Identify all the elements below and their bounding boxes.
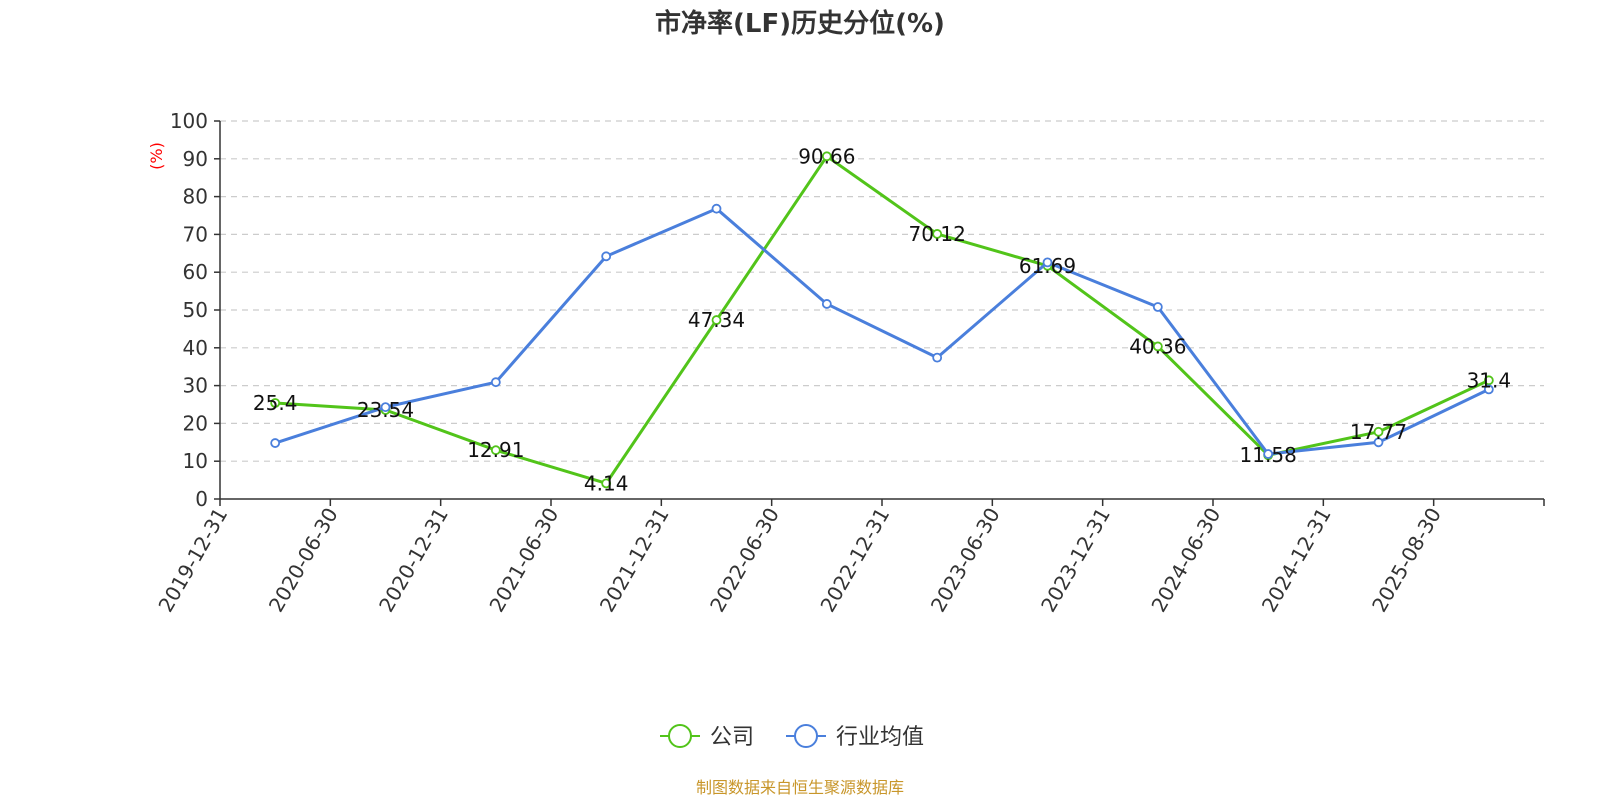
data-point	[932, 352, 943, 363]
data-point	[490, 445, 501, 456]
y-tick-label: 0	[195, 487, 208, 511]
grid-lines	[220, 120, 1544, 462]
y-tick-label: 70	[183, 222, 208, 246]
data-point	[932, 229, 943, 239]
data-point	[821, 151, 832, 162]
data-point	[1483, 384, 1494, 395]
data-point	[1152, 302, 1163, 312]
x-tick-label: 2020-06-30	[264, 504, 343, 617]
data-label: 11.58	[1240, 443, 1297, 467]
data-label: 17.77	[1350, 420, 1407, 444]
x-tick-label: 2024-06-30	[1146, 504, 1225, 617]
legend-label-0: 公司	[710, 725, 754, 750]
data-point	[380, 402, 391, 413]
y-tick-label: 30	[183, 374, 208, 398]
x-tick-label: 2024-12-31	[1257, 504, 1336, 617]
x-tick-label: 2021-12-31	[595, 504, 674, 617]
chart-title: 市净率(LF)历史分位(%)	[655, 8, 945, 39]
y-tick-label: 10	[183, 449, 208, 473]
x-axis-ticks: 2019-12-31 2020-06-30 2020-12-31 2021-06-30…	[153, 499, 1545, 617]
data-point	[1373, 426, 1384, 437]
legend-label-1: 行业均值	[836, 725, 924, 750]
x-tick-label: 2022-12-31	[815, 504, 894, 617]
legend-marker-0	[668, 724, 692, 748]
data-label: 4.14	[584, 471, 629, 495]
data-label: 31.4	[1467, 368, 1512, 392]
y-axis-unit-label: (%)	[147, 142, 166, 170]
y-tick-label: 100	[170, 109, 208, 133]
data-point	[1263, 449, 1274, 459]
source-note: 制图数据来自恒生聚源数据库	[696, 778, 904, 797]
data-point	[601, 478, 612, 489]
data-point	[1373, 437, 1384, 448]
legend[interactable]: 公司 行业均值	[660, 724, 924, 750]
y-tick-label: 80	[183, 185, 208, 209]
x-tick-label: 2023-12-31	[1036, 504, 1115, 617]
data-label: 90.66	[798, 144, 855, 168]
data-point	[490, 377, 501, 388]
data-label: 47.34	[688, 308, 745, 332]
data-labels: 25.4 23.54 12.91 4.14 47.34 90.66 70.12 61.69 40…	[253, 144, 1511, 495]
series-layer	[270, 151, 1494, 489]
x-tick-label: 2019-12-31	[153, 504, 232, 617]
x-tick-label: 2021-06-30	[484, 504, 563, 617]
data-label: 40.36	[1129, 334, 1186, 358]
data-label: 70.12	[909, 222, 966, 246]
data-point	[270, 398, 281, 408]
data-label: 23.54	[357, 398, 414, 422]
y-tick-label: 90	[183, 147, 208, 171]
data-point	[270, 438, 281, 448]
data-point	[711, 315, 722, 325]
y-axis-ticks: 0 10 20 30 40 50 60 70 80 90 100	[170, 109, 220, 511]
y-tick-label: 60	[183, 260, 208, 284]
data-label: 61.69	[1019, 254, 1076, 278]
y-tick-label: 20	[183, 411, 208, 435]
x-tick-label: 2020-12-31	[374, 504, 453, 617]
x-tick-label: 2023-06-30	[926, 504, 1005, 617]
x-tick-label: 2022-06-30	[705, 504, 784, 617]
data-label: 25.4	[253, 391, 298, 415]
y-tick-label: 40	[183, 336, 208, 360]
series-line-0	[275, 154, 1490, 485]
data-point	[601, 251, 612, 262]
data-point	[1483, 375, 1494, 386]
series-line-1	[274, 207, 1490, 456]
x-tick-label: 2025-08-30	[1367, 504, 1446, 617]
data-point	[1152, 341, 1163, 352]
data-point	[1042, 257, 1053, 268]
data-point	[711, 203, 722, 214]
data-label: 12.91	[467, 438, 524, 462]
y-tick-label: 50	[183, 298, 208, 322]
legend-marker-1	[794, 724, 818, 748]
data-point	[821, 299, 832, 309]
